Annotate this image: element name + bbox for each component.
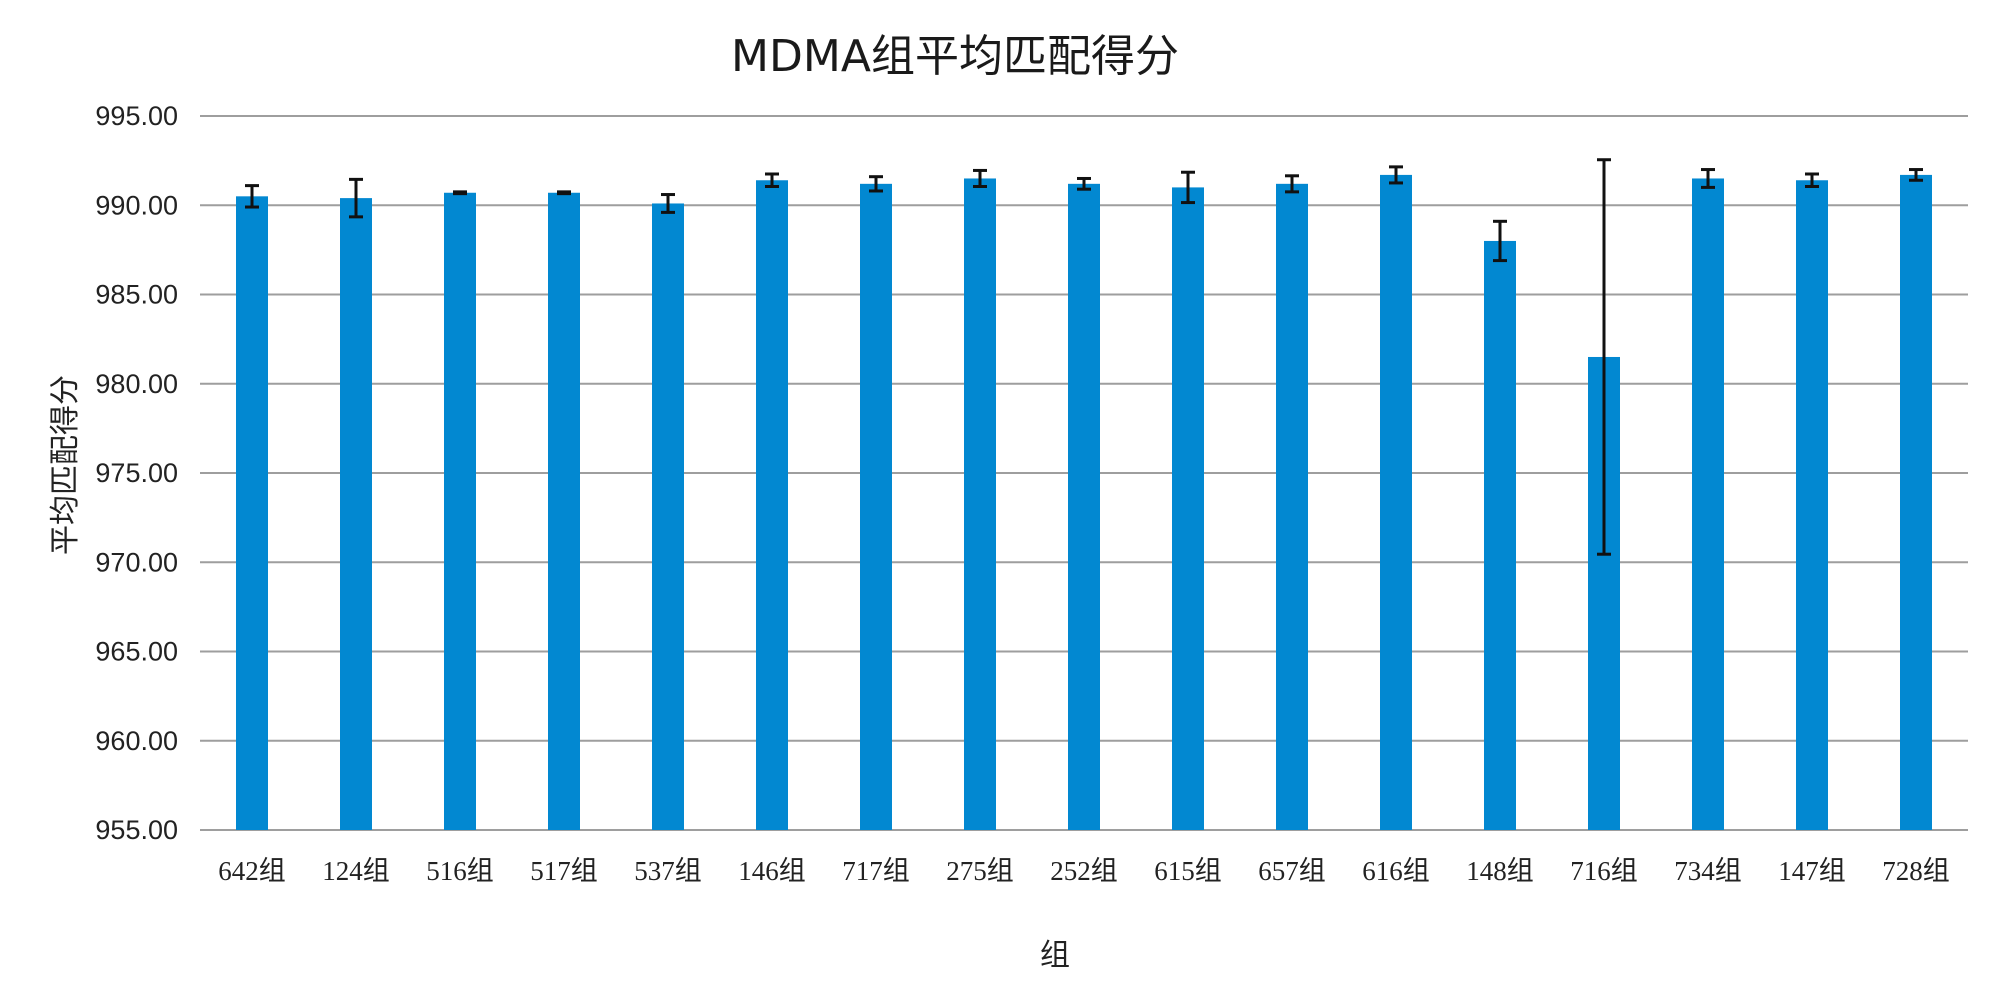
error-bar: [349, 177, 363, 219]
y-axis-ticks: 955.00 960.00 965.00 970.00 975.00 980.00 985.…: [95, 101, 178, 845]
x-tick-label: 717组: [842, 856, 910, 886]
error-bar: [1493, 219, 1507, 263]
bar: [340, 198, 372, 831]
error-bar: [245, 184, 259, 209]
chart-title: MDMA组平均匹配得分: [731, 31, 1179, 82]
bar: [860, 183, 892, 830]
bar: [1380, 174, 1412, 830]
x-tick-label: 147组: [1778, 856, 1846, 886]
error-bar: [869, 175, 883, 193]
y-tick-label: 955.00: [95, 815, 178, 845]
x-tick-label: 734组: [1674, 856, 1742, 886]
x-tick-label: 728组: [1882, 856, 1950, 886]
x-tick-label: 516组: [426, 856, 494, 886]
error-bar: [1909, 168, 1923, 182]
error-bar: [1389, 165, 1403, 185]
error-bar: [557, 190, 571, 196]
error-bar: [1701, 168, 1715, 189]
error-bar: [1181, 170, 1195, 205]
y-tick-label: 960.00: [95, 726, 178, 756]
bar-series: [236, 174, 1932, 831]
y-tick-label: 965.00: [95, 637, 178, 667]
error-bar: [453, 190, 467, 196]
x-tick-label: 275组: [946, 856, 1014, 886]
bar: [1796, 180, 1828, 830]
x-tick-label: 615组: [1154, 856, 1222, 886]
y-tick-label: 970.00: [95, 547, 178, 577]
bar: [964, 178, 996, 831]
x-axis-label: 组: [1040, 938, 1070, 973]
x-tick-label: 716组: [1570, 856, 1638, 886]
x-tick-label: 537组: [634, 856, 702, 886]
x-tick-label: 616组: [1362, 856, 1430, 886]
x-tick-label: 146组: [738, 856, 806, 886]
x-tick-label: 657组: [1258, 856, 1326, 886]
bar: [1484, 240, 1516, 830]
bar: [1172, 187, 1204, 830]
x-tick-label: 642组: [218, 856, 286, 886]
error-bars: [245, 158, 1923, 556]
error-bar: [661, 193, 675, 214]
bar: [1900, 174, 1932, 830]
bar: [548, 192, 580, 830]
y-tick-label: 975.00: [95, 458, 178, 488]
error-bar: [1597, 158, 1611, 556]
error-bar: [1077, 176, 1091, 191]
x-tick-label: 124组: [322, 856, 390, 886]
error-bar: [1285, 174, 1299, 194]
bar: [444, 192, 476, 830]
bar: [236, 196, 268, 830]
y-tick-label: 980.00: [95, 369, 178, 399]
x-axis-ticks: 642组 124组 516组 517组 537组 146组 717组 275组 252组 615组…: [218, 856, 1950, 886]
bar: [1068, 183, 1100, 830]
x-tick-label: 148组: [1466, 856, 1534, 886]
bar: [756, 180, 788, 830]
y-tick-label: 990.00: [95, 190, 178, 220]
error-bar: [1805, 172, 1819, 189]
x-tick-label: 517组: [530, 856, 598, 886]
error-bar: [765, 172, 779, 189]
x-tick-label: 252组: [1050, 856, 1118, 886]
y-tick-label: 985.00: [95, 280, 178, 310]
y-tick-label: 995.00: [95, 101, 178, 131]
error-bar: [973, 168, 987, 189]
bar: [1276, 183, 1308, 830]
bar: [1692, 178, 1724, 831]
bar: [652, 203, 684, 831]
